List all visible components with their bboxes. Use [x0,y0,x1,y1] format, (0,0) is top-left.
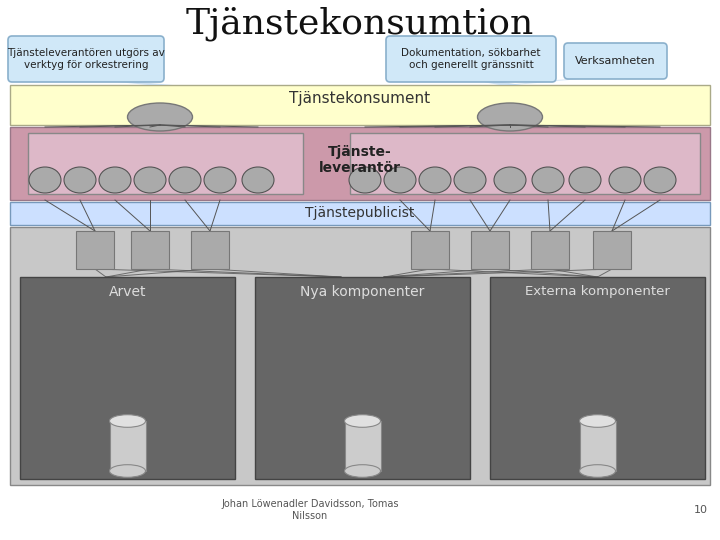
Ellipse shape [109,415,145,427]
Ellipse shape [349,167,381,193]
Bar [20,277,235,479]
Polygon shape [505,75,624,85]
Text: Johan Löwenadler Davidsson, Tomas
Nilsson: Johan Löwenadler Davidsson, Tomas Nilsso… [221,499,399,521]
Ellipse shape [344,465,380,477]
Text: Nya komponenter: Nya komponenter [300,285,425,299]
Ellipse shape [204,167,236,193]
Bar [531,231,569,269]
Bar [471,231,509,269]
FancyBboxPatch shape [8,36,164,82]
Ellipse shape [344,415,380,427]
Ellipse shape [569,167,601,193]
Bar [191,231,229,269]
Polygon shape [463,78,521,85]
Ellipse shape [580,465,616,477]
Ellipse shape [644,167,676,193]
Text: Tjänste-
leverantör: Tjänste- leverantör [319,145,401,175]
Ellipse shape [109,465,145,477]
Bar [350,133,700,194]
Ellipse shape [64,167,96,193]
Ellipse shape [454,167,486,193]
Bar [580,421,616,471]
Ellipse shape [169,167,201,193]
Text: 10: 10 [694,505,708,515]
Bar [10,202,710,225]
Bar [131,231,169,269]
Text: Dokumentation, sökbarhet
och generellt gränssnitt: Dokumentation, sökbarhet och generellt g… [401,48,541,70]
Ellipse shape [609,167,641,193]
Ellipse shape [242,167,274,193]
Bar [593,231,631,269]
Ellipse shape [477,103,542,131]
Bar [76,231,114,269]
Bar [109,421,145,471]
Ellipse shape [134,167,166,193]
Ellipse shape [494,167,526,193]
Bar [490,277,705,479]
Ellipse shape [99,167,131,193]
Polygon shape [78,78,173,85]
Ellipse shape [29,167,61,193]
Bar [10,85,710,125]
Text: Arvet: Arvet [109,285,146,299]
Text: Tjänstepublicist: Tjänstepublicist [305,206,415,220]
Text: Tjänstekonsumtion: Tjänstekonsumtion [186,6,534,41]
Ellipse shape [384,167,416,193]
Bar [10,127,710,200]
Bar [344,421,380,471]
Text: Tjänsteleverantören utgörs av
verktyg för orkestrering: Tjänsteleverantören utgörs av verktyg fö… [7,48,165,70]
Ellipse shape [127,103,192,131]
Text: Tjänstekonsument: Tjänstekonsument [289,91,431,106]
Bar [255,277,470,479]
Bar [10,227,710,485]
Text: Externa komponenter: Externa komponenter [525,285,670,298]
FancyBboxPatch shape [564,43,667,79]
Ellipse shape [419,167,451,193]
Ellipse shape [532,167,564,193]
Bar [28,133,303,194]
FancyBboxPatch shape [386,36,556,82]
Text: Verksamheten: Verksamheten [575,56,656,66]
Ellipse shape [580,415,616,427]
Bar [411,231,449,269]
